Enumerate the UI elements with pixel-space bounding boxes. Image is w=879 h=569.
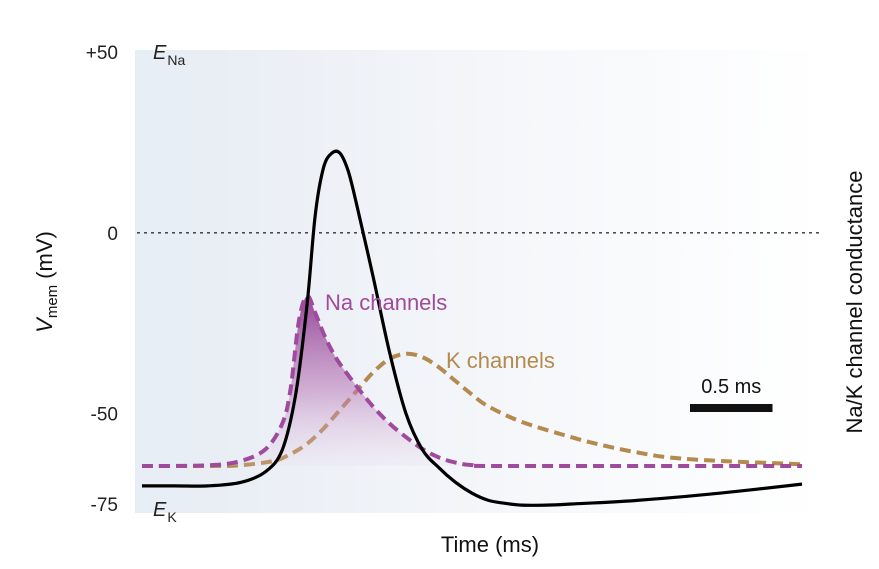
na-channels-label: Na channels: [325, 290, 447, 315]
reversal-potential-k: EK: [153, 499, 177, 525]
y-ticks: +50 0 -50 -75: [86, 43, 118, 516]
series-group: [141, 149, 803, 507]
plot-background: [135, 50, 825, 513]
y-tick-label: +50: [86, 43, 118, 64]
series-labels: K channels Na channels: [325, 290, 555, 373]
y-axis-label-unit: (mV): [32, 231, 57, 279]
y-axis-label: Vmem (mV): [32, 231, 61, 333]
na-channels-fill: [142, 295, 802, 467]
scale-bar: 0.5 ms: [690, 376, 773, 412]
na-channels-line: [141, 294, 803, 469]
y-axis-label-sub: mem: [44, 285, 61, 318]
y-axis-label-var: V: [32, 316, 57, 333]
reversal-potential-na: ENa: [153, 42, 185, 68]
scale-bar-line: [690, 404, 773, 412]
x-axis-label: Time (ms): [441, 532, 539, 557]
k-channels-line: [141, 351, 803, 469]
y-tick-label: -75: [91, 495, 118, 516]
y-tick-label: 0: [107, 224, 118, 245]
scale-bar-label: 0.5 ms: [701, 376, 761, 398]
k-channels-label: K channels: [446, 348, 555, 373]
reversal-potentials: ENa EK: [153, 42, 185, 525]
y-tick-label: -50: [91, 405, 118, 426]
membrane-potential-line: [142, 149, 803, 507]
y2-axis-label: Na/K channel conductance: [842, 171, 867, 434]
